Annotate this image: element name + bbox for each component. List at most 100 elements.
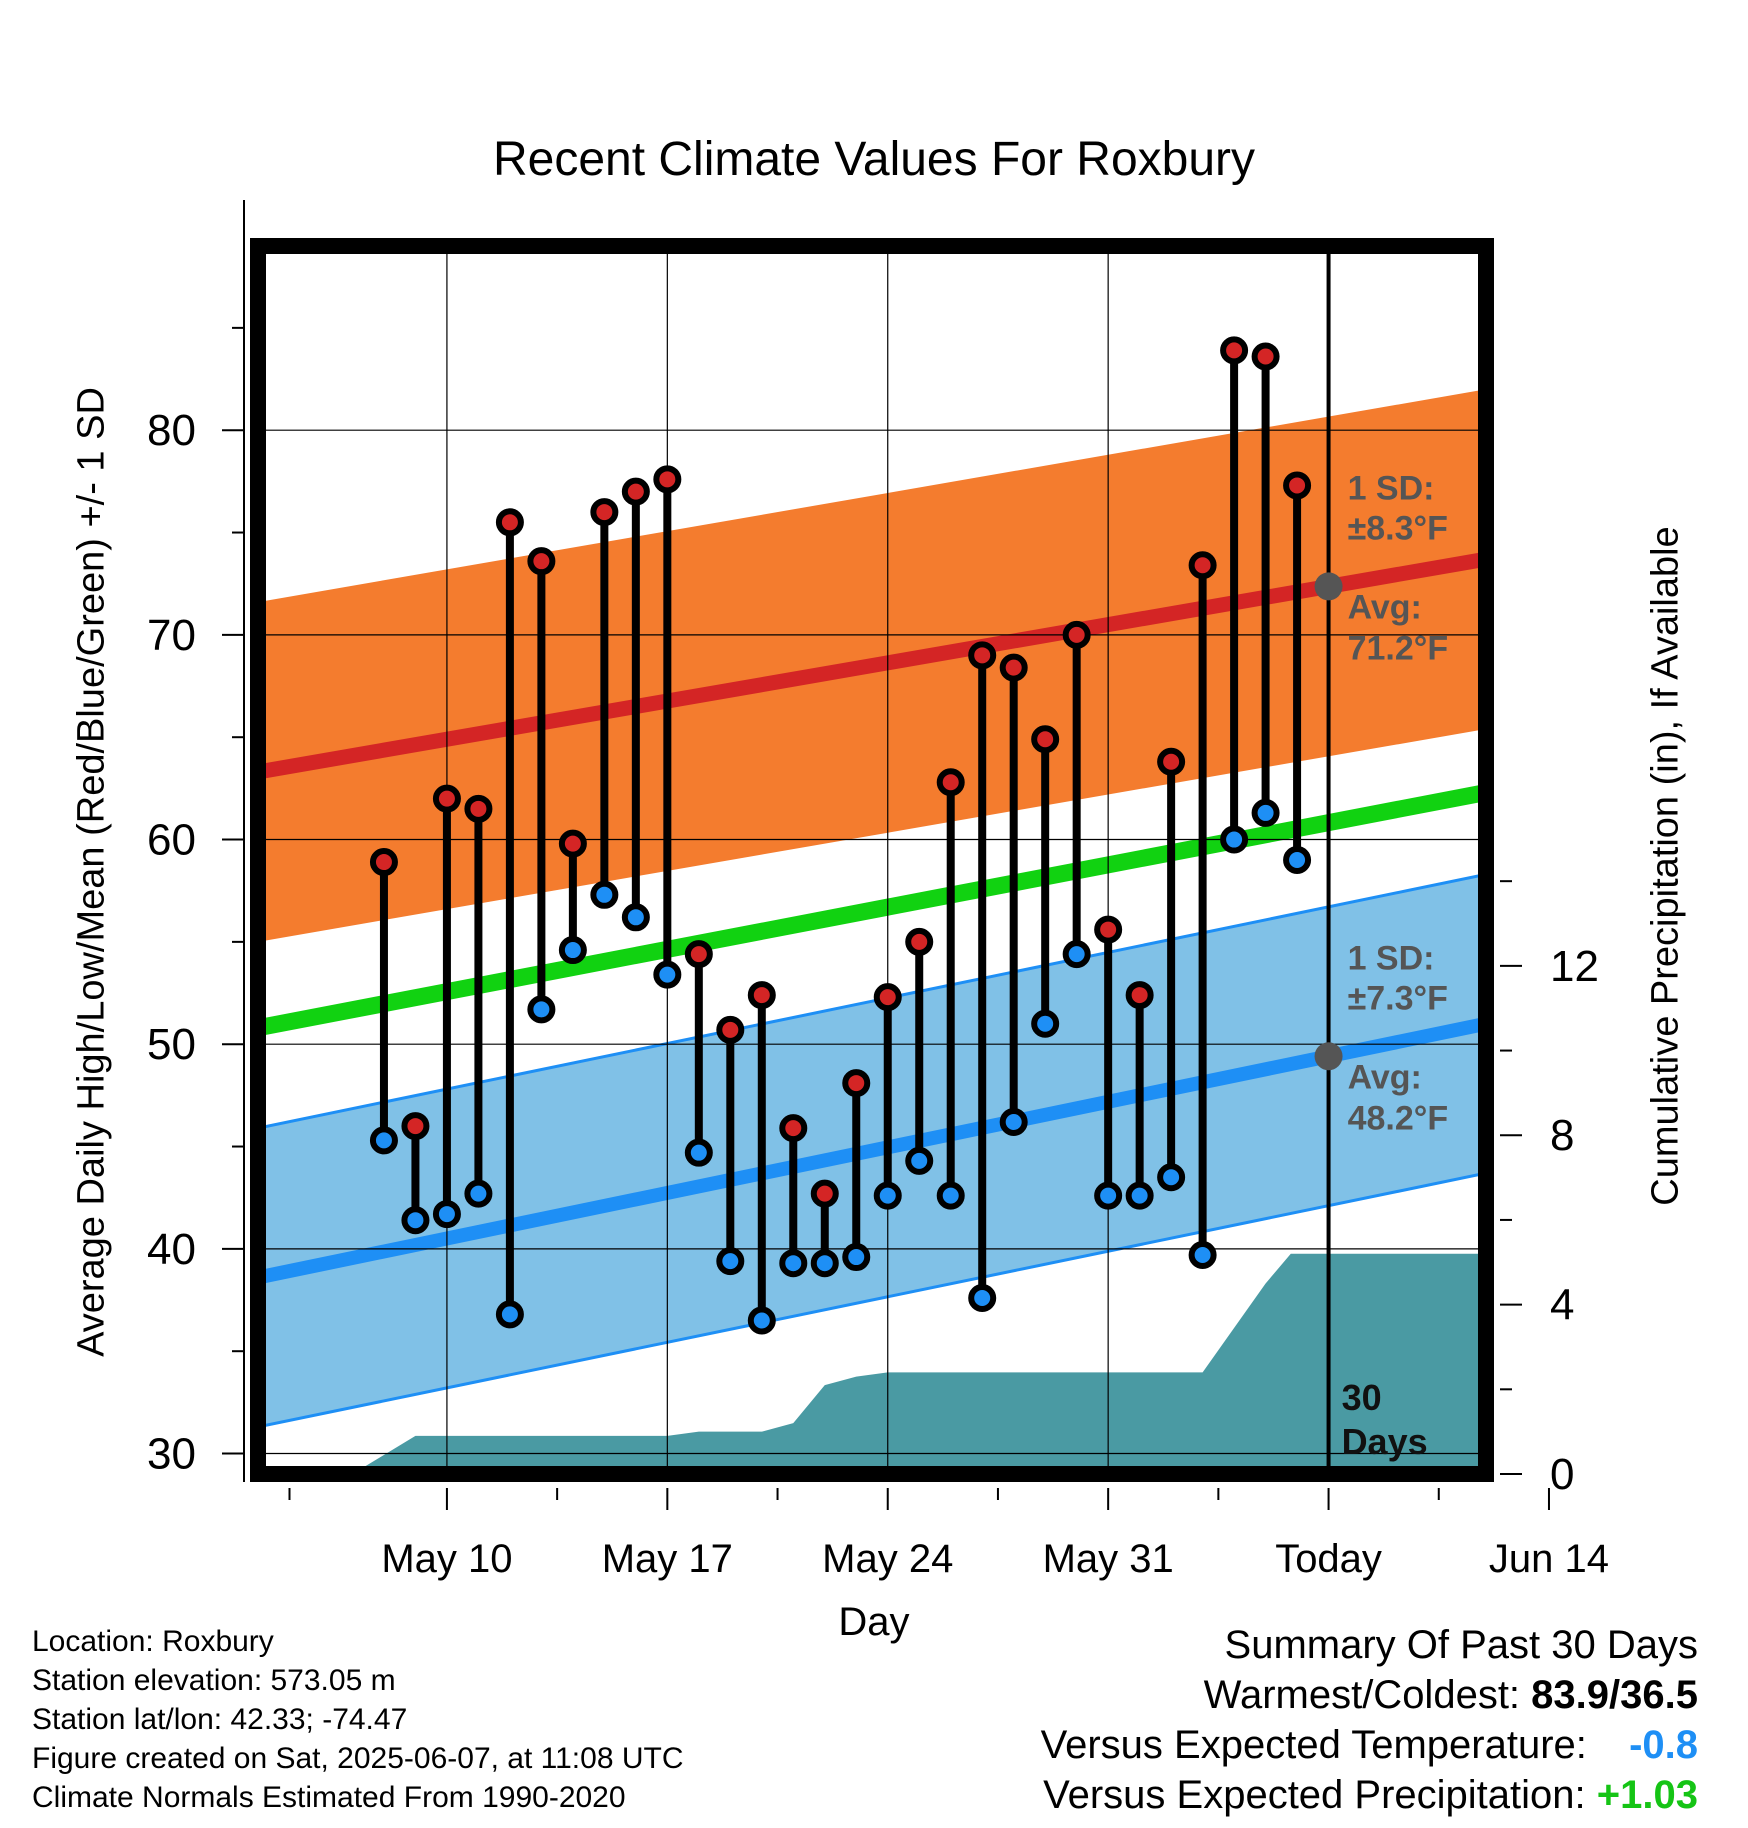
daily-low-point	[1031, 1009, 1060, 1038]
daily-high-point	[1283, 471, 1312, 500]
summary-warmest-row: Warmest/Coldest: 83.9/36.5	[1041, 1670, 1698, 1720]
summary-title: Summary Of Past 30 Days	[1224, 1623, 1698, 1667]
daily-high-point	[369, 848, 398, 877]
x-tick-label: May 24	[822, 1537, 953, 1581]
daily-high-point	[653, 465, 682, 494]
normal-low-line	[258, 1016, 1486, 1285]
temp-value: -0.8	[1629, 1723, 1698, 1767]
precip-area	[258, 1253, 1486, 1474]
x-tick-label: May 17	[602, 1537, 733, 1581]
warmest-label: Warmest/Coldest:	[1203, 1673, 1521, 1717]
daily-high-point	[999, 653, 1028, 682]
daily-low-point	[621, 903, 650, 932]
days-unit-label: Days	[1342, 1421, 1428, 1462]
location-text: Location: Roxbury	[32, 1625, 274, 1658]
daily-high-point	[401, 1112, 430, 1141]
summary-panel: Summary Of Past 30 Days Warmest/Coldest:…	[1041, 1620, 1698, 1820]
daily-low-point	[1062, 940, 1091, 969]
low-avg-value: 48.2°F	[1348, 1099, 1449, 1137]
daily-low-point	[401, 1206, 430, 1235]
daily-high-point	[1188, 551, 1217, 580]
daily-low-point	[747, 1306, 776, 1335]
daily-low-point	[1251, 798, 1280, 827]
daily-high-point	[558, 829, 587, 858]
precip-label: Versus Expected Precipitation:	[1043, 1773, 1586, 1817]
today-high-normal-marker	[1314, 572, 1343, 601]
daily-low-point	[779, 1249, 808, 1278]
daily-high-point	[1094, 915, 1123, 944]
low-band-lower-edge	[258, 1171, 1486, 1429]
daily-low-point	[558, 936, 587, 965]
high-avg-label: Avg:	[1348, 588, 1422, 626]
daily-low-point	[590, 880, 619, 909]
daily-high-point	[1031, 725, 1060, 754]
low-sd-value: ±7.3°F	[1348, 979, 1448, 1017]
daily-low-point	[810, 1249, 839, 1278]
plot-area	[258, 246, 1486, 1474]
daily-high-point	[527, 547, 556, 576]
daily-low-point	[1283, 846, 1312, 874]
high-avg-value: 71.2°F	[1348, 629, 1449, 667]
daily-high-point	[1157, 747, 1186, 776]
daily-low-point	[1157, 1163, 1186, 1192]
daily-high-point	[1062, 620, 1091, 649]
daily-high-point	[810, 1179, 839, 1208]
daily-low-point	[968, 1283, 997, 1312]
right-tick-label: 4	[1550, 1281, 1574, 1330]
daily-low-point	[495, 1300, 524, 1329]
chart-title: Recent Climate Values For Roxbury	[492, 133, 1256, 186]
station-info: Location: Roxbury Station elevation: 573…	[32, 1622, 684, 1817]
today-low-normal-marker	[1314, 1042, 1343, 1071]
right-tick-label: 0	[1550, 1450, 1574, 1499]
daily-high-point	[1251, 342, 1280, 371]
daily-high-point	[905, 927, 934, 956]
daily-low-point	[527, 995, 556, 1024]
temp-label: Versus Expected Temperature:	[1040, 1723, 1587, 1767]
normal-high-line	[258, 551, 1486, 780]
x-tick-label: May 31	[1043, 1537, 1174, 1581]
daily-low-point	[936, 1181, 965, 1210]
daily-low-point	[1125, 1181, 1154, 1210]
low-band-upper-edge	[258, 872, 1486, 1130]
normals-text: Climate Normals Estimated From 1990-2020	[32, 1781, 626, 1814]
x-tick-label: Today	[1275, 1537, 1382, 1581]
daily-high-point	[590, 498, 619, 527]
left-tick-label: 50	[147, 1020, 196, 1069]
summary-precip-row: Versus Expected Precipitation: +1.03	[1041, 1770, 1698, 1820]
daily-high-point	[873, 983, 902, 1012]
left-tick-label: 70	[147, 611, 196, 660]
daily-low-point	[873, 1181, 902, 1210]
daily-high-point	[747, 981, 776, 1010]
low-sd-label: 1 SD:	[1348, 939, 1435, 977]
x-tick-label: May 10	[381, 1537, 512, 1581]
daily-low-point	[432, 1200, 461, 1229]
daily-high-point	[1125, 981, 1154, 1010]
left-tick-label: 60	[147, 816, 196, 865]
daily-low-point	[842, 1243, 871, 1272]
daily-high-point	[684, 940, 713, 969]
daily-low-point	[1094, 1181, 1123, 1210]
created-text: Figure created on Sat, 2025-06-07, at 11…	[32, 1742, 684, 1775]
precip-value: +1.03	[1596, 1773, 1698, 1817]
daily-low-point	[684, 1138, 713, 1167]
right-tick-label: 8	[1550, 1111, 1574, 1160]
daily-high-point	[1220, 336, 1249, 365]
daily-high-point	[621, 477, 650, 506]
left-tick-label: 40	[147, 1225, 196, 1274]
days-count-label: 30	[1342, 1377, 1382, 1418]
left-tick-label: 80	[147, 406, 196, 455]
daily-low-point	[905, 1146, 934, 1175]
daily-low-point	[716, 1247, 745, 1276]
low-avg-label: Avg:	[1348, 1058, 1422, 1096]
normal-mean-line	[258, 784, 1486, 1037]
daily-high-point	[968, 641, 997, 670]
x-axis-label: Day	[838, 1600, 910, 1644]
elevation-text: Station elevation: 573.05 m	[32, 1664, 396, 1697]
daily-low-point	[464, 1179, 493, 1208]
warmest-value: 83.9/36.5	[1531, 1673, 1698, 1717]
daily-low-point	[1220, 825, 1249, 854]
daily-high-point	[842, 1069, 871, 1098]
plot-frame	[250, 238, 1494, 1482]
high-sd-value: ±8.3°F	[1348, 509, 1448, 547]
